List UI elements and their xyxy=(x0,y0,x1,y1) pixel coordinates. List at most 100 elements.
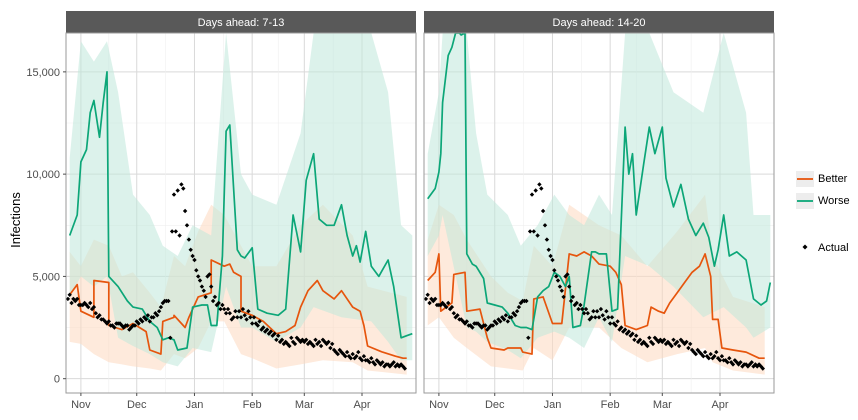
actual-point xyxy=(708,351,713,357)
actual-point xyxy=(225,306,231,312)
x-tick-label: Mar xyxy=(295,399,314,411)
actual-point xyxy=(272,331,277,336)
actual-point xyxy=(710,356,715,361)
actual-point xyxy=(619,325,624,330)
actual-point xyxy=(246,309,251,314)
series-line-worse xyxy=(427,33,772,331)
actual-point xyxy=(490,323,496,328)
actual-point xyxy=(354,354,359,359)
series-line-better xyxy=(427,251,765,360)
actual-point xyxy=(513,313,518,318)
actual-point xyxy=(572,302,577,308)
legend-label-better: Better xyxy=(818,173,848,185)
x-tick-label: Feb xyxy=(601,399,620,411)
panel-days-ahead-7-13: Days ahead: 7-13 Nov Dec Jan Feb Mar Apr 0 5,000… xyxy=(26,11,417,411)
actual-point xyxy=(660,339,665,345)
actual-point xyxy=(209,284,214,289)
actual-point xyxy=(207,272,212,277)
actual-point xyxy=(622,327,628,332)
actual-point xyxy=(175,188,180,193)
actual-point xyxy=(727,356,732,361)
actual-point xyxy=(531,229,536,234)
actual-point xyxy=(304,337,309,342)
actual-point xyxy=(367,360,372,365)
actual-point xyxy=(650,341,656,347)
actual-point xyxy=(554,274,559,279)
actual-point xyxy=(248,315,253,320)
actual-point xyxy=(264,327,270,332)
actual-point xyxy=(222,306,227,312)
x-tick-label: Feb xyxy=(243,399,262,411)
actual-point xyxy=(501,317,507,322)
actual-point xyxy=(181,186,186,191)
actual-point xyxy=(287,343,292,349)
actual-point xyxy=(604,309,609,314)
actual-point xyxy=(615,319,620,324)
actual-point xyxy=(529,192,535,197)
actual-point xyxy=(402,366,407,371)
actual-point xyxy=(736,362,741,367)
actual-point xyxy=(212,294,218,300)
actual-point xyxy=(628,333,633,338)
actual-point xyxy=(196,274,201,279)
actual-point xyxy=(546,247,551,252)
actual-point xyxy=(743,362,749,367)
legend-key-actual-point xyxy=(802,244,808,250)
actual-point xyxy=(199,284,205,289)
actual-point xyxy=(537,182,542,187)
actual-point xyxy=(88,300,93,306)
actual-point xyxy=(464,319,469,324)
x-tick-label: Dec xyxy=(127,399,147,411)
x-tick-label: Apr xyxy=(711,399,728,411)
actual-point xyxy=(155,313,160,318)
actual-point xyxy=(223,311,229,316)
actual-point xyxy=(313,337,318,342)
actual-point xyxy=(594,309,600,314)
actual-point xyxy=(559,288,564,293)
actual-point xyxy=(524,298,529,304)
actual-point xyxy=(138,317,143,322)
actual-point xyxy=(318,343,324,349)
actual-point xyxy=(451,311,456,316)
actual-point xyxy=(693,351,698,357)
actual-point xyxy=(251,315,257,320)
actual-point xyxy=(289,335,294,340)
actual-point xyxy=(688,341,693,347)
actual-point xyxy=(220,302,225,308)
actual-point xyxy=(702,349,708,355)
actual-point xyxy=(240,306,246,312)
actual-point xyxy=(548,253,553,259)
actual-point xyxy=(494,321,499,326)
actual-point xyxy=(654,337,659,342)
actual-point xyxy=(169,229,175,234)
actual-point xyxy=(632,337,637,342)
actual-point xyxy=(470,325,475,330)
actual-point xyxy=(143,317,149,322)
actual-point xyxy=(539,186,544,191)
actual-point xyxy=(231,315,236,320)
actual-point xyxy=(328,345,333,351)
actual-point xyxy=(567,284,572,289)
y-tick-label: 15,000 xyxy=(26,67,60,79)
actual-point xyxy=(344,349,350,355)
actual-point xyxy=(343,354,348,359)
actual-point xyxy=(311,343,316,349)
actual-point xyxy=(236,309,242,314)
actual-point xyxy=(190,253,195,259)
actual-point xyxy=(177,233,182,238)
actual-point xyxy=(518,300,523,306)
plot-layer xyxy=(66,33,413,375)
actual-point xyxy=(268,329,273,334)
actual-point xyxy=(369,356,374,361)
actual-point xyxy=(235,315,240,320)
series-line-worse xyxy=(68,71,413,351)
facet-strip-title: Days ahead: 14-20 xyxy=(553,17,646,29)
actual-point xyxy=(509,315,514,320)
actual-point xyxy=(675,339,680,345)
actual-point xyxy=(503,313,509,318)
actual-point xyxy=(656,339,661,345)
actual-point xyxy=(682,341,687,347)
actual-point xyxy=(557,284,563,289)
actual-point xyxy=(449,304,455,310)
actual-point xyxy=(608,321,613,326)
